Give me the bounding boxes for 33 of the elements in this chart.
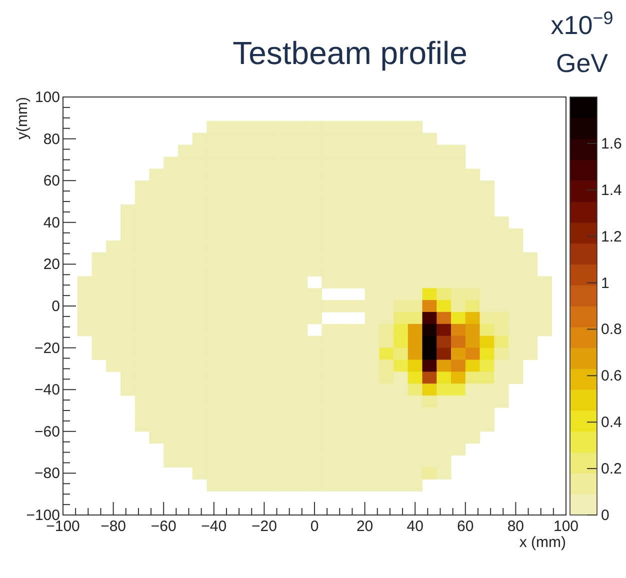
x-tick-label: 100 (553, 518, 579, 535)
y-tick-label: 80 (43, 130, 60, 148)
color-bar-label: 0.4 (601, 414, 622, 432)
y-tick-label: 100 (34, 89, 60, 106)
chart-title: Testbeam profile (232, 35, 468, 71)
y-tick-label: −40 (34, 382, 60, 399)
color-bar-label: 0.6 (601, 368, 622, 385)
color-bar-label: 0.8 (601, 321, 622, 338)
y-tick-label: −60 (34, 423, 60, 440)
y-tick-label: 60 (43, 172, 60, 190)
x-tick-label: 80 (507, 518, 524, 535)
y-tick-label: 0 (52, 298, 60, 315)
color-bar-label: 0.2 (601, 460, 622, 478)
x-tick-label: −40 (201, 518, 227, 535)
y-tick-label: 40 (43, 214, 60, 232)
color-bar-label: 1 (601, 274, 610, 292)
y-tick-label: 20 (43, 256, 60, 274)
x-tick-label: 60 (457, 518, 474, 535)
x-tick-label: −20 (251, 518, 277, 535)
color-bar-title: x10$^{−9}$ GeV (550, 8, 614, 78)
y-axis-title: y(mm) (14, 97, 31, 140)
y-tick-label: −80 (34, 465, 60, 482)
color-bar-label: 1.6 (601, 135, 622, 152)
x-tick-label: 20 (356, 518, 374, 535)
color-bar-label: 1.2 (601, 228, 622, 246)
x-axis-title: x (mm) (519, 534, 566, 551)
x-tick-label: 40 (406, 518, 424, 535)
color-bar-label: 0 (601, 507, 610, 524)
x-tick-label: −80 (100, 518, 126, 535)
x-tick-label: −60 (150, 518, 176, 535)
y-tick-label: −20 (34, 340, 60, 357)
x-tick-label: 0 (310, 518, 319, 535)
color-bar-label: 1.4 (601, 182, 622, 199)
